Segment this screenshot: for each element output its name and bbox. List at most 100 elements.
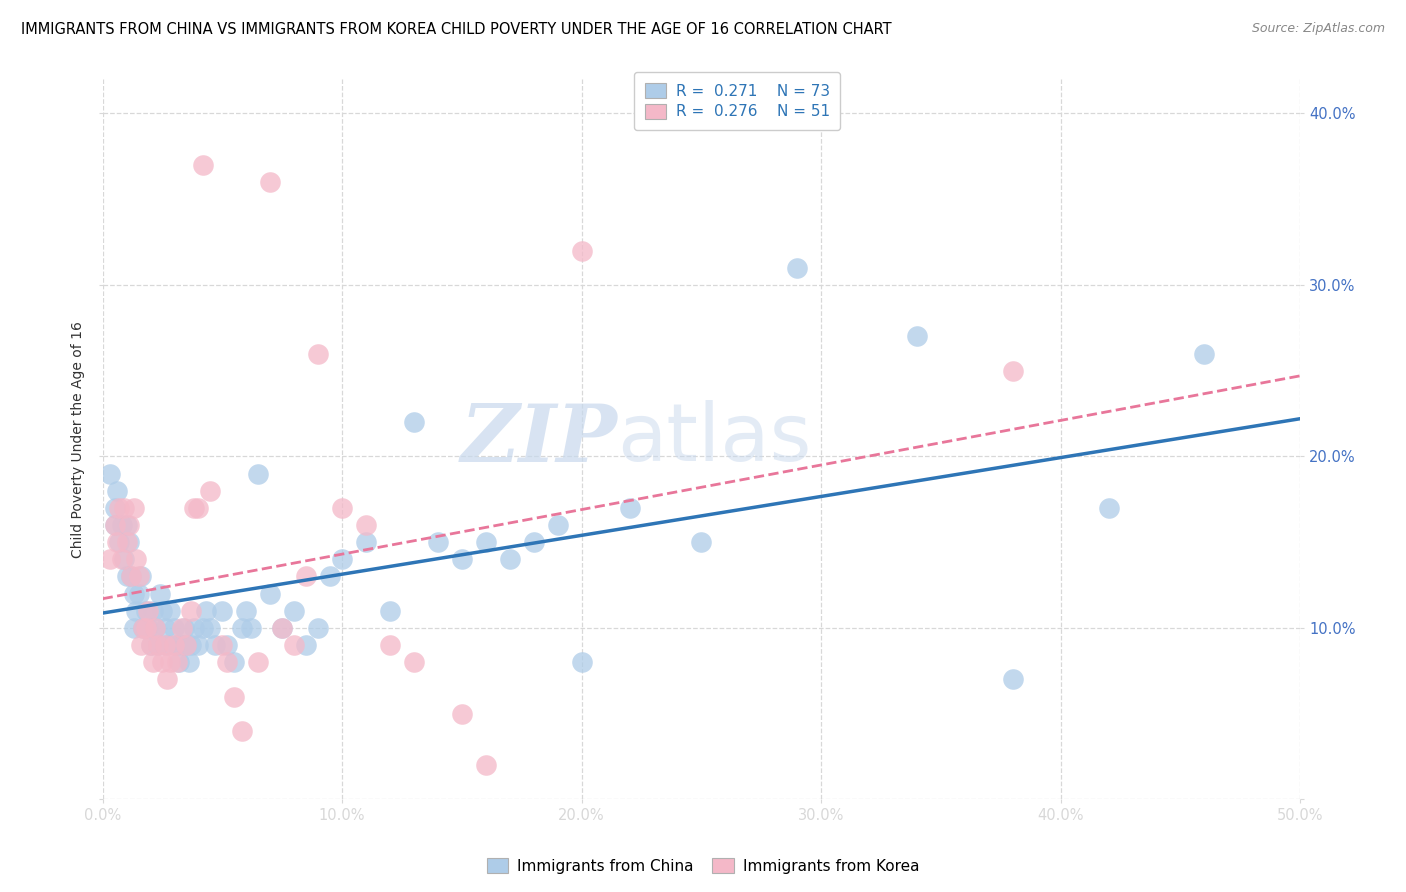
Point bbox=[118, 535, 141, 549]
Point bbox=[146, 638, 169, 652]
Text: IMMIGRANTS FROM CHINA VS IMMIGRANTS FROM KOREA CHILD POVERTY UNDER THE AGE OF 16: IMMIGRANTS FROM CHINA VS IMMIGRANTS FROM… bbox=[21, 22, 891, 37]
Point bbox=[170, 621, 193, 635]
Point bbox=[1194, 346, 1216, 360]
Point bbox=[259, 587, 281, 601]
Point bbox=[200, 483, 222, 498]
Point bbox=[224, 690, 246, 704]
Point bbox=[118, 518, 141, 533]
Point bbox=[122, 621, 145, 635]
Point bbox=[146, 638, 169, 652]
Point bbox=[283, 604, 305, 618]
Point bbox=[159, 604, 181, 618]
Point bbox=[402, 655, 425, 669]
Point bbox=[108, 535, 131, 549]
Point bbox=[231, 621, 253, 635]
Point bbox=[307, 621, 329, 635]
Point bbox=[451, 706, 474, 721]
Point bbox=[103, 518, 125, 533]
Point bbox=[194, 604, 217, 618]
Point bbox=[156, 638, 179, 652]
Point bbox=[1001, 673, 1024, 687]
Point bbox=[120, 569, 142, 583]
Point bbox=[152, 655, 174, 669]
Y-axis label: Child Poverty Under the Age of 16: Child Poverty Under the Age of 16 bbox=[72, 321, 86, 558]
Point bbox=[167, 655, 190, 669]
Point bbox=[523, 535, 546, 549]
Point bbox=[98, 552, 121, 566]
Point bbox=[111, 552, 134, 566]
Point bbox=[283, 638, 305, 652]
Point bbox=[247, 467, 270, 481]
Point bbox=[132, 621, 155, 635]
Point bbox=[183, 500, 205, 515]
Point bbox=[475, 758, 498, 772]
Text: ZIP: ZIP bbox=[461, 401, 617, 478]
Point bbox=[235, 604, 257, 618]
Point bbox=[330, 552, 353, 566]
Point bbox=[176, 638, 198, 652]
Point bbox=[307, 346, 329, 360]
Point bbox=[354, 535, 377, 549]
Point bbox=[166, 655, 188, 669]
Point bbox=[259, 175, 281, 189]
Text: atlas: atlas bbox=[617, 401, 811, 478]
Point bbox=[571, 244, 593, 258]
Point bbox=[115, 518, 138, 533]
Point bbox=[122, 500, 145, 515]
Point bbox=[136, 621, 159, 635]
Point bbox=[183, 621, 205, 635]
Point bbox=[231, 723, 253, 738]
Point bbox=[125, 604, 148, 618]
Point bbox=[135, 621, 157, 635]
Point bbox=[354, 518, 377, 533]
Point bbox=[193, 158, 215, 172]
Point bbox=[135, 604, 157, 618]
Point bbox=[153, 621, 176, 635]
Point bbox=[271, 621, 294, 635]
Point bbox=[547, 518, 569, 533]
Point bbox=[128, 569, 150, 583]
Point bbox=[193, 621, 215, 635]
Point bbox=[187, 638, 209, 652]
Point bbox=[378, 604, 401, 618]
Point bbox=[571, 655, 593, 669]
Point bbox=[240, 621, 263, 635]
Point bbox=[139, 638, 162, 652]
Point bbox=[115, 569, 138, 583]
Point bbox=[129, 569, 152, 583]
Point bbox=[786, 260, 808, 275]
Point bbox=[204, 638, 226, 652]
Point bbox=[217, 655, 239, 669]
Point bbox=[402, 415, 425, 429]
Point bbox=[120, 569, 142, 583]
Point bbox=[187, 500, 209, 515]
Point bbox=[105, 535, 128, 549]
Point bbox=[129, 638, 152, 652]
Point bbox=[295, 638, 318, 652]
Point bbox=[163, 621, 186, 635]
Point bbox=[153, 638, 176, 652]
Point bbox=[112, 552, 135, 566]
Point bbox=[224, 655, 246, 669]
Point bbox=[217, 638, 239, 652]
Point bbox=[128, 587, 150, 601]
Point bbox=[132, 621, 155, 635]
Point bbox=[176, 638, 198, 652]
Point bbox=[142, 604, 165, 618]
Point bbox=[139, 638, 162, 652]
Point bbox=[619, 500, 641, 515]
Point bbox=[111, 518, 134, 533]
Point bbox=[108, 500, 131, 515]
Point bbox=[451, 552, 474, 566]
Legend: Immigrants from China, Immigrants from Korea: Immigrants from China, Immigrants from K… bbox=[481, 852, 925, 880]
Point bbox=[211, 638, 233, 652]
Point bbox=[103, 518, 125, 533]
Point bbox=[105, 483, 128, 498]
Point bbox=[426, 535, 449, 549]
Point bbox=[122, 587, 145, 601]
Point bbox=[156, 673, 179, 687]
Point bbox=[149, 587, 172, 601]
Point bbox=[166, 638, 188, 652]
Text: Source: ZipAtlas.com: Source: ZipAtlas.com bbox=[1251, 22, 1385, 36]
Point bbox=[143, 621, 166, 635]
